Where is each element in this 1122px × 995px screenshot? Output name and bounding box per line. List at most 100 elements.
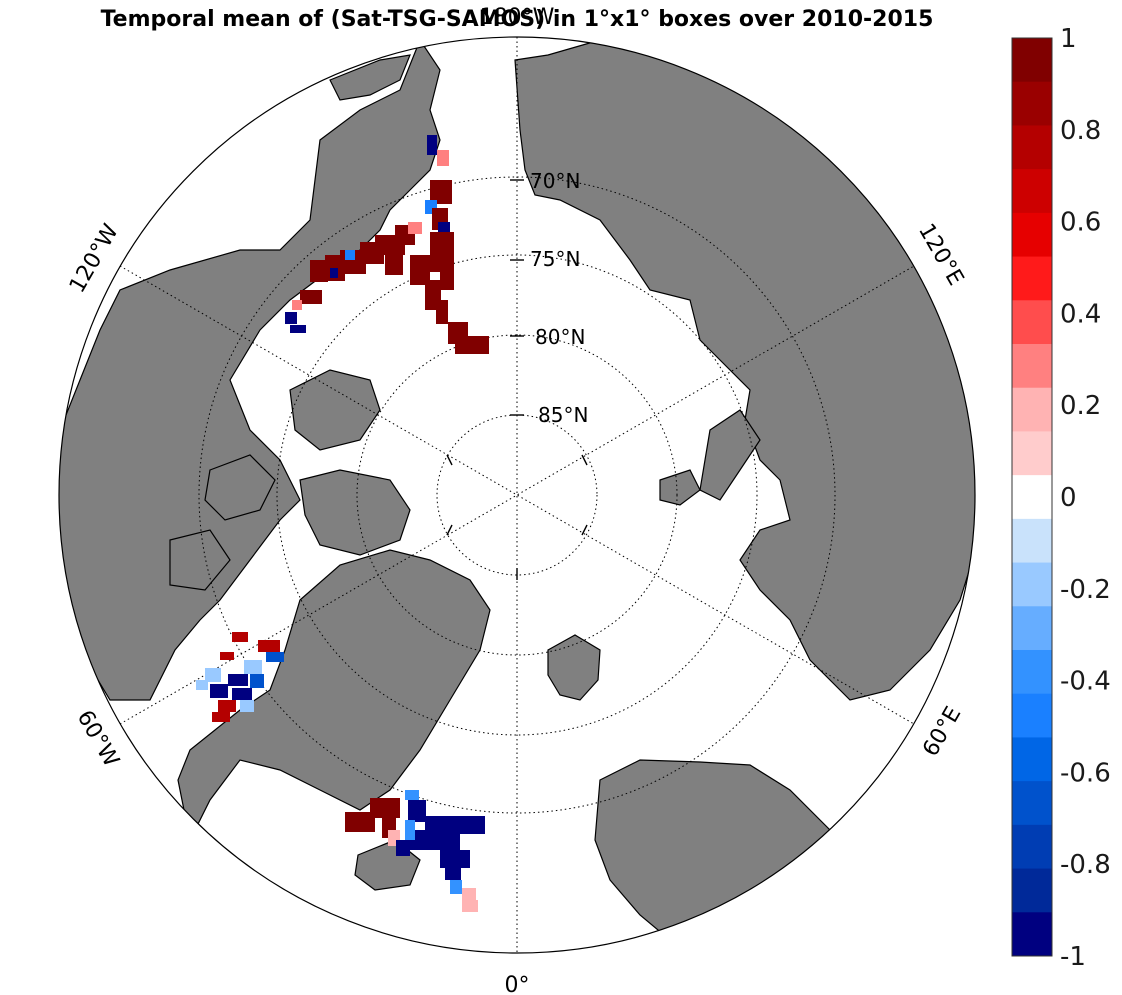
colorbar-segment [1012, 693, 1052, 738]
data-cell [250, 674, 264, 688]
colorbar-segment [1012, 212, 1052, 258]
data-cell [266, 652, 284, 662]
colorbar-tick-label: 0.6 [1060, 208, 1101, 238]
lat-circle-75 [276, 254, 758, 736]
data-cell [292, 300, 302, 310]
data-cell [410, 255, 430, 285]
data-cell [427, 135, 437, 155]
land-archipelago-1 [289, 369, 381, 451]
data-cell [228, 674, 248, 686]
lat-label-85: 85°N [538, 403, 588, 427]
land-greenland [177, 549, 491, 842]
graticule-ticks [446, 179, 588, 580]
colorbar-segment [1012, 169, 1052, 214]
colorbar-segment [1012, 125, 1052, 170]
data-cell [437, 150, 449, 166]
data-cell [396, 840, 410, 856]
data-cell [212, 712, 230, 722]
colorbar-tick-label: 1 [1060, 24, 1077, 54]
lat-label-80: 80°N [535, 325, 585, 349]
data-cell [440, 270, 454, 290]
data-cell [440, 850, 470, 868]
data-cells [196, 135, 489, 912]
data-cell [370, 798, 400, 818]
data-cell [462, 900, 478, 912]
data-cell [345, 812, 375, 832]
land-alaska [329, 54, 411, 101]
land-north-america [59, 38, 441, 701]
graticule [119, 37, 915, 953]
colorbar-tick-label: 0.8 [1060, 116, 1101, 146]
colorbar-segment [1012, 431, 1052, 476]
data-cell [310, 260, 328, 282]
data-cell [425, 816, 485, 834]
data-cell [408, 800, 426, 822]
data-cell [300, 290, 322, 304]
data-cell [330, 268, 338, 278]
data-cell [345, 250, 355, 260]
data-cell [290, 325, 306, 333]
colorbar-segment [1012, 824, 1052, 870]
data-cell [244, 660, 262, 674]
colorbar-tick-label: 0 [1060, 483, 1077, 513]
land-franz-josef [659, 469, 701, 506]
colorbar-tick-label: 0.4 [1060, 299, 1101, 329]
colorbar-segment [1012, 387, 1052, 432]
colorbar-tick-label: -0.6 [1060, 758, 1111, 788]
data-cell [408, 222, 422, 234]
colorbar-segment [1012, 781, 1052, 826]
colorbar-tick-label: -1 [1060, 942, 1086, 972]
colorbar-segment [1012, 868, 1052, 913]
lat-label-75: 75°N [530, 247, 580, 271]
lat-circle-70 [198, 176, 836, 814]
data-cell [205, 668, 221, 682]
colorbar-segment [1012, 562, 1052, 607]
colorbar-segment [1012, 344, 1052, 389]
colorbar-segment [1012, 38, 1052, 83]
data-cell [218, 700, 236, 712]
colorbar-segment [1012, 606, 1052, 651]
colorbar-segment [1012, 650, 1052, 695]
lat-label-70: 70°N [530, 169, 580, 193]
lat-circle-85 [436, 414, 598, 576]
colorbar-segment [1012, 475, 1052, 520]
lon-label-0: 0° [505, 973, 530, 995]
map-area: 70°N 75°N 80°N 85°N 180°W 120°W 60°W 0° … [58, 5, 976, 995]
data-cell [210, 684, 228, 698]
data-cell [240, 700, 254, 712]
lat-circle-80 [356, 334, 678, 656]
data-cell [438, 222, 450, 234]
land-archipelago-2 [299, 469, 411, 556]
data-cell [285, 312, 297, 324]
land-archipelago-4 [169, 529, 231, 591]
data-cell [220, 652, 234, 660]
chart-title: Temporal mean of (Sat-TSG-SAMOS) in 1°x1… [101, 7, 934, 32]
colorbar-tick-label: -0.8 [1060, 850, 1111, 880]
colorbar-segment [1012, 518, 1052, 564]
colorbar-segment [1012, 737, 1052, 782]
data-cell [450, 880, 462, 894]
data-cell [405, 820, 415, 840]
data-cell [196, 680, 208, 690]
map-boundary [58, 36, 976, 954]
data-cell [232, 632, 248, 642]
data-cell [232, 688, 252, 700]
colorbar-frame [1011, 37, 1053, 957]
colorbar-segment [1012, 912, 1052, 957]
data-cell [410, 830, 460, 850]
land-svalbard [547, 634, 601, 701]
data-cell [430, 180, 452, 204]
data-cell [430, 232, 454, 272]
colorbar-segment [1012, 300, 1052, 345]
land-archipelago-3 [204, 454, 276, 521]
lon-label-180w: 180°W [480, 5, 555, 30]
data-cell [462, 888, 476, 900]
data-cell [385, 250, 403, 275]
data-cell [455, 336, 489, 354]
colorbar: 1 0.8 0.6 0.4 0.2 0 -0.2 -0.4 -0.6 -0.8 -1 [1011, 24, 1111, 972]
lon-label-60e: 60°E [918, 703, 966, 761]
data-cell [436, 300, 448, 324]
colorbar-tick-label: -0.2 [1060, 575, 1111, 605]
data-cell [405, 790, 419, 800]
